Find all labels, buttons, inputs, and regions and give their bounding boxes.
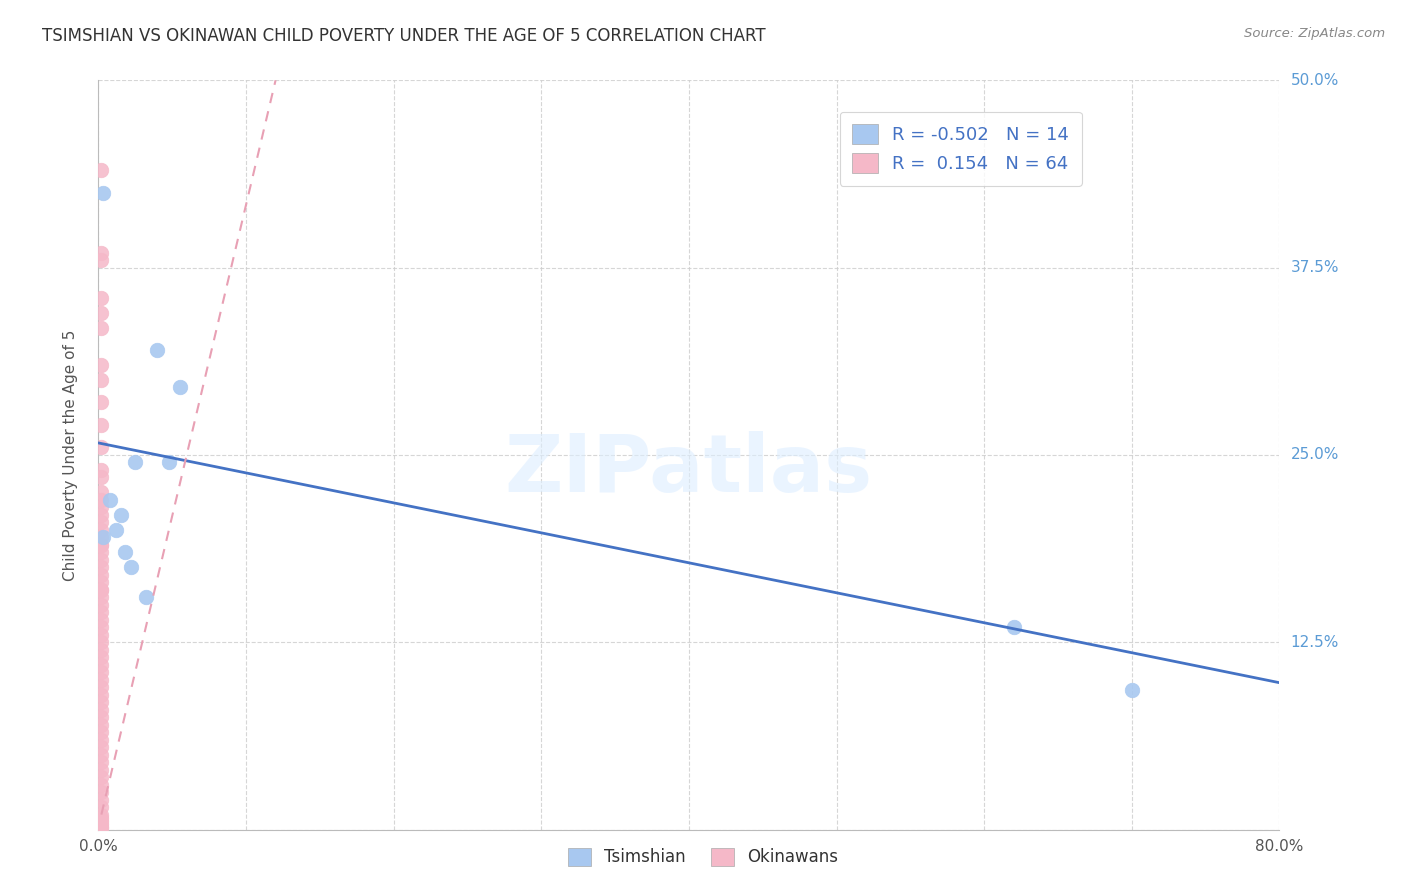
Point — [90, 538, 112, 552]
Point — [90, 642, 112, 657]
Text: ZIPatlas: ZIPatlas — [505, 431, 873, 509]
Point — [90, 673, 112, 687]
Point — [90, 305, 112, 319]
Point — [157, 455, 180, 469]
Point — [90, 575, 112, 590]
Point — [90, 492, 112, 507]
Point — [90, 538, 112, 552]
Point — [90, 811, 112, 825]
Point — [90, 657, 112, 672]
Point — [90, 763, 112, 777]
Point — [1002, 620, 1025, 634]
Text: 50.0%: 50.0% — [1291, 73, 1339, 87]
Point — [146, 343, 169, 357]
Point — [90, 598, 112, 612]
Point — [1121, 683, 1143, 698]
Point — [90, 770, 112, 784]
Point — [90, 613, 112, 627]
Point — [90, 358, 112, 372]
Point — [135, 591, 157, 605]
Point — [90, 508, 112, 522]
Point — [90, 816, 112, 830]
Point — [90, 523, 112, 537]
Text: 37.5%: 37.5% — [1291, 260, 1339, 275]
Point — [90, 717, 112, 731]
Point — [90, 665, 112, 680]
Point — [90, 710, 112, 724]
Point — [90, 530, 112, 544]
Point — [90, 635, 112, 649]
Point — [90, 567, 112, 582]
Point — [90, 814, 112, 828]
Point — [90, 740, 112, 755]
Text: 12.5%: 12.5% — [1291, 635, 1339, 649]
Point — [90, 463, 112, 477]
Point — [124, 455, 146, 469]
Point — [90, 807, 112, 822]
Point — [90, 628, 112, 642]
Point — [90, 605, 112, 619]
Point — [90, 320, 112, 334]
Point — [91, 186, 114, 200]
Point — [90, 820, 112, 834]
Point — [90, 821, 112, 835]
Text: TSIMSHIAN VS OKINAWAN CHILD POVERTY UNDER THE AGE OF 5 CORRELATION CHART: TSIMSHIAN VS OKINAWAN CHILD POVERTY UNDE… — [42, 27, 766, 45]
Point — [90, 395, 112, 409]
Point — [90, 582, 112, 597]
Point — [90, 560, 112, 574]
Point — [90, 163, 112, 178]
Text: Source: ZipAtlas.com: Source: ZipAtlas.com — [1244, 27, 1385, 40]
Point — [90, 725, 112, 739]
Point — [90, 470, 112, 484]
Point — [91, 530, 114, 544]
Point — [90, 291, 112, 305]
Point — [90, 755, 112, 769]
Point — [110, 508, 132, 522]
Point — [90, 245, 112, 260]
Point — [105, 523, 128, 537]
Point — [90, 688, 112, 702]
Text: 25.0%: 25.0% — [1291, 448, 1339, 462]
Point — [90, 650, 112, 665]
Point — [114, 545, 136, 559]
Point — [90, 703, 112, 717]
Legend: Tsimshian, Okinawans: Tsimshian, Okinawans — [560, 839, 846, 875]
Y-axis label: Child Poverty Under the Age of 5: Child Poverty Under the Age of 5 — [63, 329, 77, 581]
Point — [90, 620, 112, 634]
Point — [90, 582, 112, 597]
Point — [90, 417, 112, 432]
Point — [90, 373, 112, 387]
Legend: R = -0.502   N = 14, R =  0.154   N = 64: R = -0.502 N = 14, R = 0.154 N = 64 — [839, 112, 1081, 186]
Point — [90, 792, 112, 806]
Point — [90, 591, 112, 605]
Point — [90, 732, 112, 747]
Point — [90, 553, 112, 567]
Point — [90, 800, 112, 814]
Point — [90, 516, 112, 530]
Point — [90, 253, 112, 268]
Point — [120, 560, 142, 574]
Point — [90, 747, 112, 762]
Point — [90, 441, 112, 455]
Point — [90, 680, 112, 694]
Point — [98, 492, 121, 507]
Point — [90, 778, 112, 792]
Point — [90, 785, 112, 799]
Point — [90, 485, 112, 500]
Point — [169, 380, 191, 394]
Point — [90, 545, 112, 559]
Point — [90, 695, 112, 709]
Point — [90, 500, 112, 515]
